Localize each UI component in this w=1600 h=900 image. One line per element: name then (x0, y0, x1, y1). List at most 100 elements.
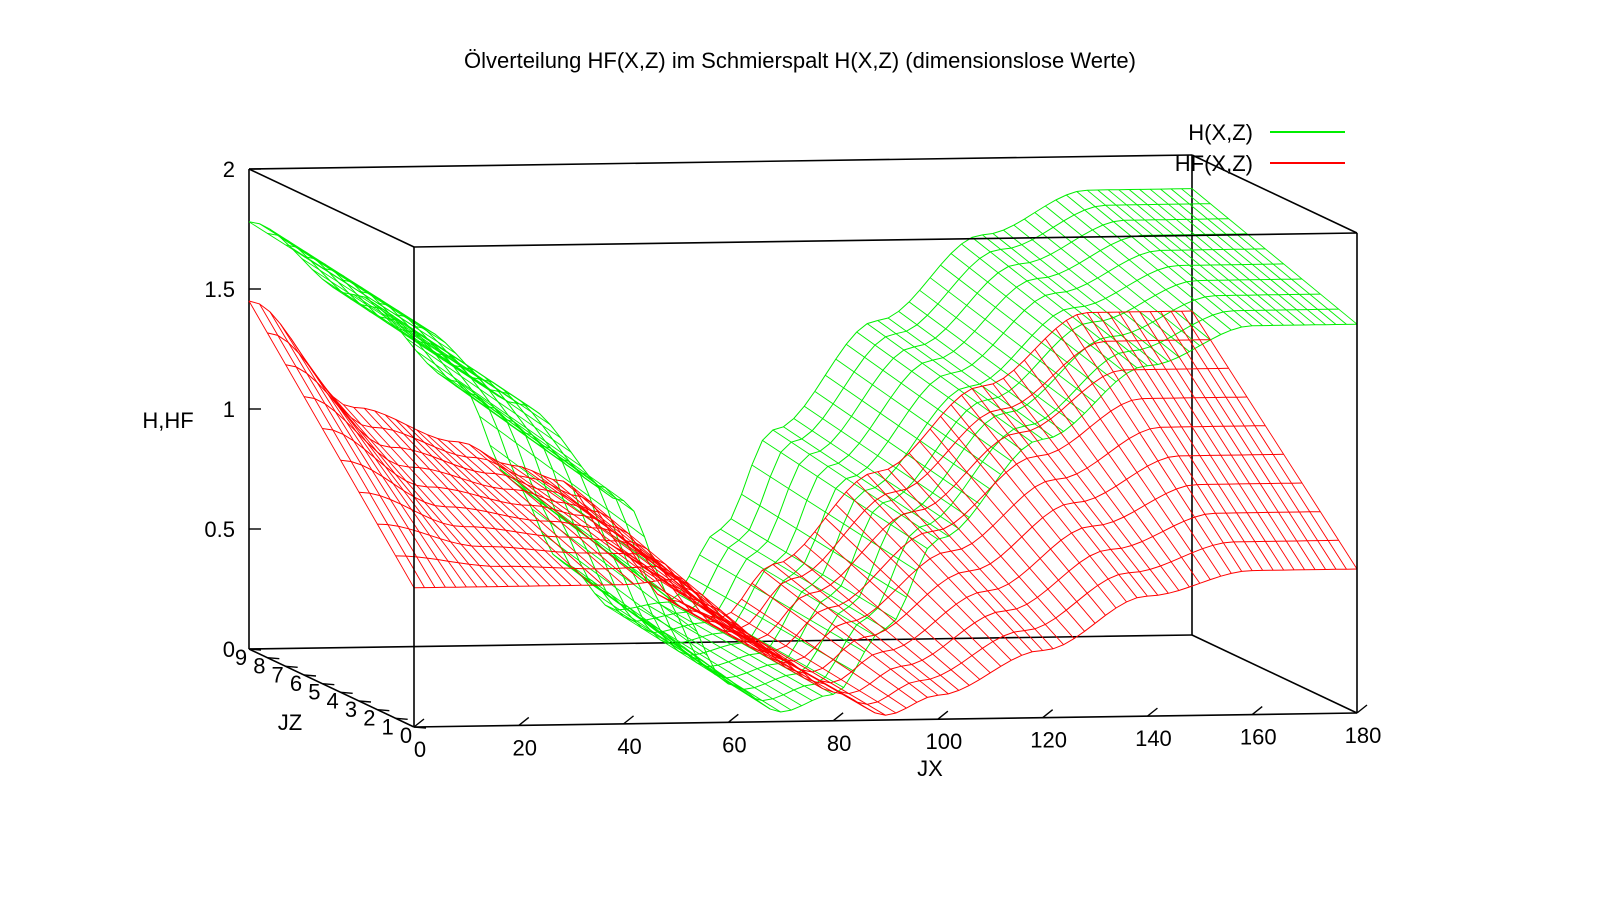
z-tick-label: 0 (223, 637, 235, 662)
mesh-line-x (395, 419, 562, 586)
mesh-line-x (542, 533, 708, 656)
mesh-line-x (1181, 188, 1347, 325)
x-tick-mark (1147, 707, 1158, 717)
x-tick-label: 0 (414, 737, 426, 762)
mesh-line-x (982, 385, 1148, 597)
mesh-line-x (363, 407, 530, 587)
mesh-line-x (1024, 218, 1190, 352)
x-tick-label: 180 (1345, 723, 1382, 748)
mesh-line-x (458, 441, 624, 586)
mesh-line-x (426, 434, 593, 586)
y-tick-mark (248, 648, 262, 651)
mesh-line-x (709, 615, 876, 714)
mesh-line-x (1086, 312, 1253, 571)
x-tick-mark (727, 713, 739, 723)
mesh-line-x (992, 233, 1159, 365)
mesh-line-x (405, 424, 572, 586)
mesh-line-x (604, 604, 771, 710)
mesh-line-x (468, 391, 635, 512)
mesh-line-x (971, 237, 1138, 369)
mesh-line-x (1034, 212, 1201, 347)
mesh-line-x (374, 303, 540, 415)
mesh-line-x (856, 481, 1023, 656)
mesh-line-x (1097, 189, 1263, 326)
mesh-line-x (1107, 189, 1274, 326)
mesh-line-x (720, 617, 886, 716)
mesh-line-x (395, 324, 561, 439)
mesh-line-x (1044, 338, 1211, 580)
mesh-line-x (321, 384, 488, 587)
x-axis-label: JX (917, 756, 943, 781)
mesh-line-x (940, 416, 1106, 616)
y-tick-mark (340, 691, 353, 695)
x-tick-mark (1251, 706, 1263, 716)
mesh-line-x (646, 604, 813, 701)
y-tick-label: 9 (235, 645, 247, 670)
mesh-line-x (479, 449, 645, 584)
mesh-line-x (1003, 378, 1169, 594)
mesh-line-x (814, 391, 981, 505)
mesh-line-z (377, 511, 1321, 695)
y-tick-label: 3 (345, 697, 357, 722)
z-tick-label: 0.5 (204, 517, 235, 542)
legend: H(X,Z) HF(X,Z) (1175, 120, 1345, 176)
mesh-line-x (1013, 369, 1180, 591)
mesh-line-x (500, 469, 666, 593)
y-tick-mark (267, 656, 280, 660)
mesh-line-x (845, 343, 1012, 462)
mesh-line-x (636, 565, 802, 672)
mesh-line-x (625, 552, 792, 663)
x-tick-mark (832, 712, 844, 722)
mesh-line-x (269, 311, 436, 588)
chart-title: Ölverteilung HF(X,Z) im Schmierspalt H(X… (464, 48, 1136, 73)
mesh-line-x (584, 504, 750, 636)
mesh-line-x (971, 388, 1138, 598)
surface-hf (248, 300, 1358, 716)
mesh-line-x (751, 464, 918, 572)
mesh-line-x (332, 396, 499, 587)
mesh-line-x (919, 289, 1085, 414)
mesh-line-x (1160, 311, 1326, 570)
mesh-line-x (762, 440, 928, 549)
mesh-line-x (804, 405, 970, 518)
mesh-line-x (447, 379, 614, 499)
box-edge-front-bottom (413, 712, 1358, 728)
mesh-line-z (267, 203, 1211, 622)
x-tick-mark (518, 716, 530, 726)
mesh-line-x (845, 491, 1012, 661)
mesh-line-x (1118, 189, 1284, 326)
y-tick-mark (358, 700, 372, 703)
mesh-line-x (1065, 320, 1232, 574)
mesh-line-x (416, 429, 582, 586)
box-edge-back-top (248, 154, 1193, 170)
mesh-line-x (783, 561, 949, 695)
mesh-line-x (1139, 189, 1305, 326)
mesh-line-x (772, 564, 939, 696)
y-tick-label: 2 (363, 706, 375, 731)
mesh-line-x (887, 468, 1054, 650)
mesh-line-x (929, 428, 1096, 624)
mesh-line-x (332, 286, 499, 397)
mesh-line-x (1139, 311, 1305, 571)
mesh-line-x (1149, 311, 1316, 570)
mesh-line-x (1149, 188, 1316, 326)
mesh-line-x (1128, 311, 1295, 571)
x-tick-label: 120 (1030, 728, 1067, 753)
box-edge-right-top (1191, 154, 1358, 234)
mesh-line-x (1181, 310, 1347, 570)
mesh-line-x (950, 253, 1117, 383)
mesh-line-x (992, 383, 1159, 596)
mesh-line-z (285, 218, 1229, 634)
mesh-line-x (384, 414, 551, 587)
mesh-line-x (1076, 191, 1242, 328)
surface-h (248, 188, 1358, 713)
mesh-line-x (1191, 188, 1358, 325)
box-edge-left-bottom (248, 648, 415, 728)
mesh-line-x (961, 394, 1127, 603)
y-tick-label: 8 (253, 654, 265, 679)
box-edge-right-bottom (1191, 634, 1358, 714)
mesh-line-x (961, 243, 1127, 374)
axes-box-back (248, 154, 1358, 728)
mesh-line-x (1034, 349, 1201, 584)
